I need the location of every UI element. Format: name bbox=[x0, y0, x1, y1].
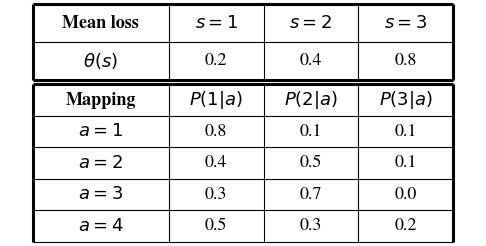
Text: $P(1|a)$: $P(1|a)$ bbox=[190, 89, 243, 111]
Text: 0.4: 0.4 bbox=[300, 53, 322, 69]
Text: 0.4: 0.4 bbox=[205, 155, 227, 171]
Text: 0.2: 0.2 bbox=[395, 218, 417, 234]
Text: $a = 1$: $a = 1$ bbox=[78, 123, 123, 140]
Text: $P(3|a)$: $P(3|a)$ bbox=[379, 89, 433, 111]
Text: $a = 2$: $a = 2$ bbox=[78, 154, 123, 172]
Text: $P(2|a)$: $P(2|a)$ bbox=[284, 89, 338, 111]
Text: $a = 3$: $a = 3$ bbox=[78, 186, 123, 203]
Text: 0.3: 0.3 bbox=[300, 218, 322, 234]
Text: 0.1: 0.1 bbox=[395, 155, 417, 171]
Text: Mean loss: Mean loss bbox=[63, 15, 139, 32]
Text: 0.8: 0.8 bbox=[395, 53, 417, 69]
Text: 0.1: 0.1 bbox=[300, 123, 322, 140]
Text: $s = 3$: $s = 3$ bbox=[384, 15, 428, 32]
Text: 0.2: 0.2 bbox=[205, 53, 227, 69]
Text: $s = 1$: $s = 1$ bbox=[195, 15, 238, 32]
Text: 0.5: 0.5 bbox=[300, 155, 322, 171]
Text: 0.7: 0.7 bbox=[300, 186, 322, 203]
Text: $s = 2$: $s = 2$ bbox=[290, 15, 332, 32]
Text: $\theta(s)$: $\theta(s)$ bbox=[84, 51, 118, 71]
Text: 0.8: 0.8 bbox=[205, 123, 227, 140]
Text: Mapping: Mapping bbox=[66, 92, 136, 109]
Text: 0.1: 0.1 bbox=[395, 123, 417, 140]
Text: 0.0: 0.0 bbox=[395, 186, 417, 203]
Text: 0.3: 0.3 bbox=[205, 186, 227, 203]
Text: $a = 4$: $a = 4$ bbox=[78, 217, 123, 235]
Text: 0.5: 0.5 bbox=[205, 218, 227, 234]
